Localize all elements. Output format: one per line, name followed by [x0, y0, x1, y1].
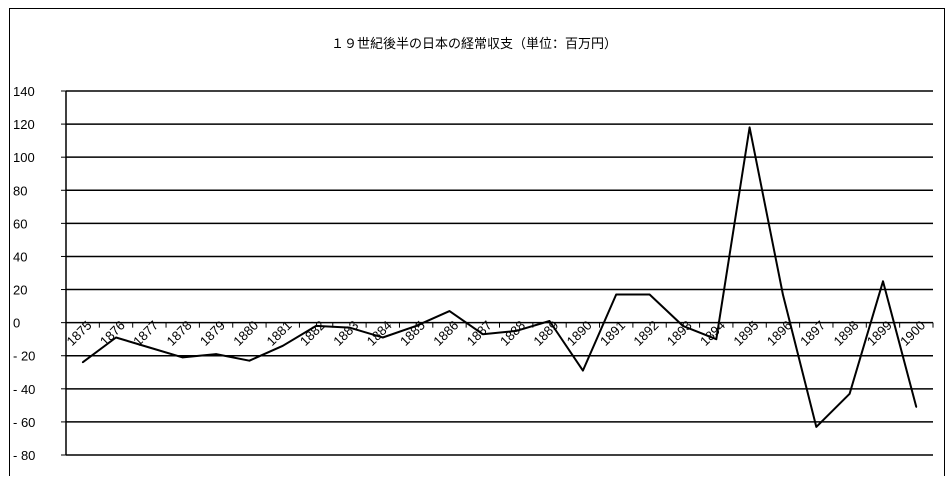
- y-tick-label: 0: [13, 316, 20, 331]
- y-tick-label: 60: [13, 216, 27, 231]
- data-point: [215, 353, 217, 355]
- data-point: [815, 426, 818, 428]
- y-tick-label: 40: [13, 249, 27, 264]
- data-point: [148, 346, 151, 349]
- y-tick-label: 140: [13, 84, 35, 99]
- data-point: [548, 320, 551, 322]
- y-tick-label: - 20: [13, 349, 35, 364]
- data-point: [882, 280, 884, 283]
- data-point: [115, 336, 117, 339]
- y-tick-label: - 40: [13, 382, 35, 397]
- y-tick-label: 120: [13, 117, 35, 132]
- data-point: [682, 325, 684, 327]
- data-point: [582, 369, 584, 372]
- data-point: [181, 356, 184, 359]
- chart-frame: [9, 8, 945, 476]
- data-point: [915, 406, 918, 408]
- data-point: [482, 333, 484, 336]
- series-group: [81, 126, 918, 428]
- data-point: [248, 359, 251, 362]
- data-point: [415, 325, 417, 327]
- data-point: [515, 330, 517, 332]
- y-tick-label: 100: [13, 150, 35, 165]
- series-line-0: [82, 126, 918, 428]
- y-tick-label: - 60: [13, 415, 35, 430]
- gridlines: [61, 90, 934, 456]
- data-point: [381, 336, 384, 339]
- data-point: [448, 310, 451, 312]
- y-axis-ticks: 140 120 100 80 60 40 20 0 - 20 - 40 - 60 - 80: [13, 84, 35, 463]
- data-point: [281, 345, 284, 347]
- y-tick-label: - 80: [13, 448, 35, 463]
- y-tick-label: 80: [13, 183, 27, 198]
- data-point: [348, 326, 351, 329]
- data-point: [782, 293, 784, 296]
- data-point: [715, 338, 718, 340]
- data-point: [315, 325, 317, 327]
- data-point: [748, 126, 751, 129]
- data-point: [81, 361, 84, 364]
- data-point: [848, 392, 851, 395]
- chart-title: １９世紀後半の日本の経常収支（単位：百万円）: [331, 36, 617, 52]
- y-tick-label: 20: [13, 283, 27, 298]
- data-point: [615, 293, 618, 296]
- data-point: [648, 293, 651, 296]
